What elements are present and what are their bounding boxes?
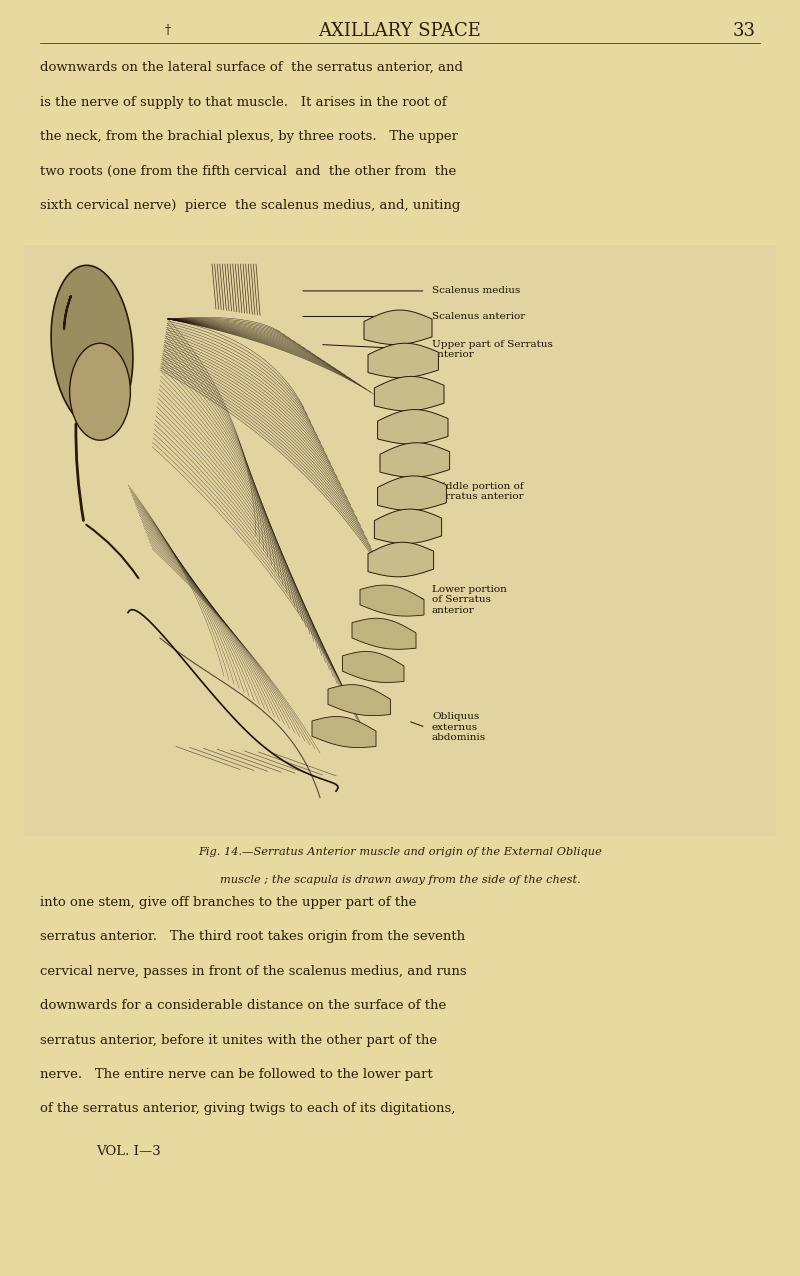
Text: AXILLARY SPACE: AXILLARY SPACE [318,22,482,40]
Text: the neck, from the brachial plexus, by three roots.   The upper: the neck, from the brachial plexus, by t… [40,130,458,143]
Text: serratus anterior.   The third root takes origin from the seventh: serratus anterior. The third root takes … [40,930,465,943]
Text: into one stem, give off branches to the upper part of the: into one stem, give off branches to the … [40,896,416,909]
Circle shape [70,343,130,440]
Bar [24,245,776,836]
Text: Obliquus
externus
abdominis: Obliquus externus abdominis [432,712,486,743]
Text: downwards for a considerable distance on the surface of the: downwards for a considerable distance on… [40,999,446,1012]
Text: two roots (one from the fifth cervical  and  the other from  the: two roots (one from the fifth cervical a… [40,165,456,177]
FancyArrowPatch shape [86,524,138,578]
Text: Upper part of Serratus
anterior: Upper part of Serratus anterior [432,339,553,360]
Polygon shape [352,619,416,649]
Text: 33: 33 [733,22,755,40]
Text: of the serratus anterior, giving twigs to each of its digitations,: of the serratus anterior, giving twigs t… [40,1102,455,1115]
Polygon shape [368,542,434,577]
Text: Lower portion
of Serratus
anterior: Lower portion of Serratus anterior [432,584,507,615]
Polygon shape [342,652,404,683]
Text: †: † [165,24,171,37]
Text: cervical nerve, passes in front of the scalenus medius, and runs: cervical nerve, passes in front of the s… [40,965,466,977]
Text: nerve.   The entire nerve can be followed to the lower part: nerve. The entire nerve can be followed … [40,1068,433,1081]
Polygon shape [364,310,432,345]
Polygon shape [328,685,390,716]
Ellipse shape [51,265,133,429]
Polygon shape [380,443,450,477]
Polygon shape [368,343,438,378]
Text: Scalenus anterior: Scalenus anterior [432,311,526,322]
Polygon shape [378,476,446,510]
Text: Fig. 14.—Serratus Anterior muscle and origin of the External Oblique: Fig. 14.—Serratus Anterior muscle and or… [198,847,602,857]
Text: Scalenus medius: Scalenus medius [432,286,520,296]
FancyArrowPatch shape [76,424,83,521]
Text: downwards on the lateral surface of  the serratus anterior, and: downwards on the lateral surface of the … [40,61,463,74]
Polygon shape [374,509,442,544]
Polygon shape [378,410,448,444]
Text: Middle portion of
Serratus anterior: Middle portion of Serratus anterior [432,481,524,501]
Text: is the nerve of supply to that muscle.   It arises in the root of: is the nerve of supply to that muscle. I… [40,96,446,108]
Polygon shape [312,717,376,748]
Polygon shape [360,586,424,616]
Text: serratus anterior, before it unites with the other part of the: serratus anterior, before it unites with… [40,1034,437,1046]
FancyArrowPatch shape [64,296,71,329]
Polygon shape [374,376,444,411]
Text: muscle ; the scapula is drawn away from the side of the chest.: muscle ; the scapula is drawn away from … [220,875,580,886]
Text: sixth cervical nerve)  pierce  the scalenus medius, and, uniting: sixth cervical nerve) pierce the scalenu… [40,199,460,212]
Text: VOL. I—3: VOL. I—3 [96,1145,161,1157]
